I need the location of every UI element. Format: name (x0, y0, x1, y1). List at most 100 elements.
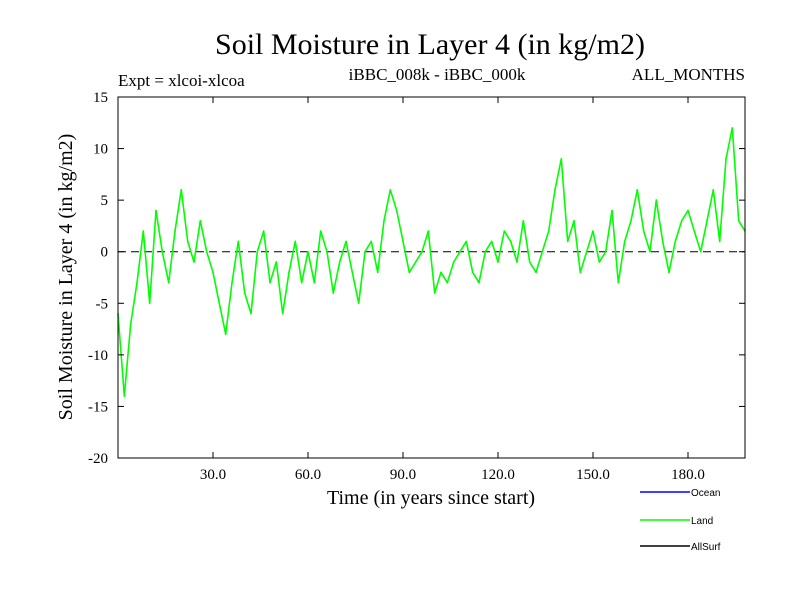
plot-frame (117, 96, 746, 459)
land-series-segment (389, 189, 398, 212)
legend: Ocean Land AllSurf (640, 488, 721, 553)
land-series-segment (649, 199, 658, 253)
land-series-segment (718, 158, 727, 243)
legend-ocean-label: Ocean (691, 488, 720, 499)
land-series-segment (592, 230, 601, 263)
land-series-segment (364, 240, 373, 253)
land-series-segment (218, 302, 227, 336)
land-series-segment (712, 189, 721, 243)
x-tick-label: 30.0 (200, 467, 226, 483)
land-series-segment (433, 271, 442, 294)
land-series-segment (262, 230, 271, 284)
land-series-segment (598, 250, 607, 263)
land-series-segment (554, 158, 563, 191)
land-series-segment (478, 250, 487, 284)
land-series-segment (440, 271, 449, 284)
experiment-label: Expt = xlcoi-xlcoa (118, 71, 245, 90)
land-series-segment (516, 220, 525, 263)
x-tick-label: 90.0 (390, 467, 416, 483)
legend-land-label: Land (691, 516, 713, 527)
land-series-segment (212, 271, 221, 305)
y-tick-label: 10 (93, 142, 108, 158)
x-tick-label: 180.0 (671, 467, 705, 483)
legend-allsurf-label: AllSurf (691, 542, 721, 553)
y-tick-label: -15 (88, 399, 108, 415)
land-series-segment (161, 250, 170, 284)
land-series-segment (731, 127, 740, 222)
land-series-segment (725, 127, 734, 160)
land-series-segment (585, 230, 594, 253)
land-series-segment (199, 220, 208, 253)
land-series-segment (155, 209, 164, 253)
land-series-segment (421, 230, 430, 253)
land-series-segment (275, 261, 284, 315)
y-tick-label: 15 (93, 90, 108, 106)
land-series-segment (579, 250, 588, 274)
x-tick-label: 120.0 (481, 467, 515, 483)
land-series-segment (655, 199, 664, 243)
land-series-segment (395, 209, 404, 243)
land-series-segment (465, 240, 474, 274)
land-series-segment (459, 240, 468, 253)
land-series-segment (509, 240, 518, 263)
land-series-segment (611, 209, 620, 284)
land-series-segment (167, 230, 176, 284)
land-series-segment (345, 240, 354, 274)
land-series-segment (427, 230, 436, 294)
land-series-segment (471, 271, 480, 284)
land-series-segment (636, 189, 645, 232)
land-series-segment (535, 250, 544, 274)
land-series-segment (193, 220, 202, 263)
land-series-segment (307, 250, 316, 284)
land-series-segment (256, 230, 265, 253)
y-axis-label: Soil Moisture in Layer 4 (in kg/m2) (55, 134, 77, 421)
land-series-segment (737, 220, 746, 232)
chart-title: Soil Moisture in Layer 4 (in kg/m2) (215, 28, 645, 61)
land-series-segment (414, 250, 423, 263)
plot-area (117, 127, 746, 397)
land-series-segment (326, 250, 335, 294)
x-axis-label: Time (in years since start) (327, 487, 535, 509)
land-series-segment (281, 271, 290, 315)
land-series-segment (497, 230, 506, 263)
land-series-segment (573, 220, 582, 274)
land-series-segment (541, 230, 550, 253)
land-series-segment (180, 189, 189, 243)
land-series-segment (250, 250, 259, 315)
y-tick-label: 5 (101, 193, 109, 209)
land-series-segment (699, 220, 708, 253)
land-series-segment (693, 230, 702, 253)
land-series-segment (630, 189, 639, 222)
land-series-segment (136, 230, 145, 284)
x-tick-label: 150.0 (576, 467, 610, 483)
land-series-segment (376, 220, 385, 274)
land-series-segment (357, 250, 366, 305)
land-series-segment (522, 220, 531, 263)
land-series-segment (148, 209, 157, 305)
land-series-segment (174, 189, 183, 232)
land-series-segment (205, 250, 214, 274)
land-series-segment (408, 261, 417, 274)
land-series-segment (231, 240, 240, 284)
land-series-segment (528, 261, 537, 274)
months-label: ALL_MONTHS (632, 65, 745, 84)
land-series-segment (484, 240, 493, 253)
land-series-segment (237, 240, 246, 294)
land-series-segment (383, 189, 392, 222)
x-tick-label: 60.0 (295, 467, 321, 483)
land-series-segment (661, 240, 670, 274)
land-series-segment (294, 240, 303, 284)
y-tick-label: -20 (88, 451, 108, 467)
land-series-segment (338, 240, 347, 263)
land-series-segment (547, 189, 556, 232)
land-series-segment (288, 240, 297, 274)
land-series-segment (319, 230, 328, 253)
land-series-segment (402, 240, 411, 274)
land-series-segment (446, 261, 455, 284)
land-series-segment (129, 281, 138, 325)
land-series-segment (452, 250, 461, 263)
land-series-segment (706, 189, 715, 222)
land-series-segment (269, 261, 278, 284)
land-series-segment (243, 292, 252, 315)
